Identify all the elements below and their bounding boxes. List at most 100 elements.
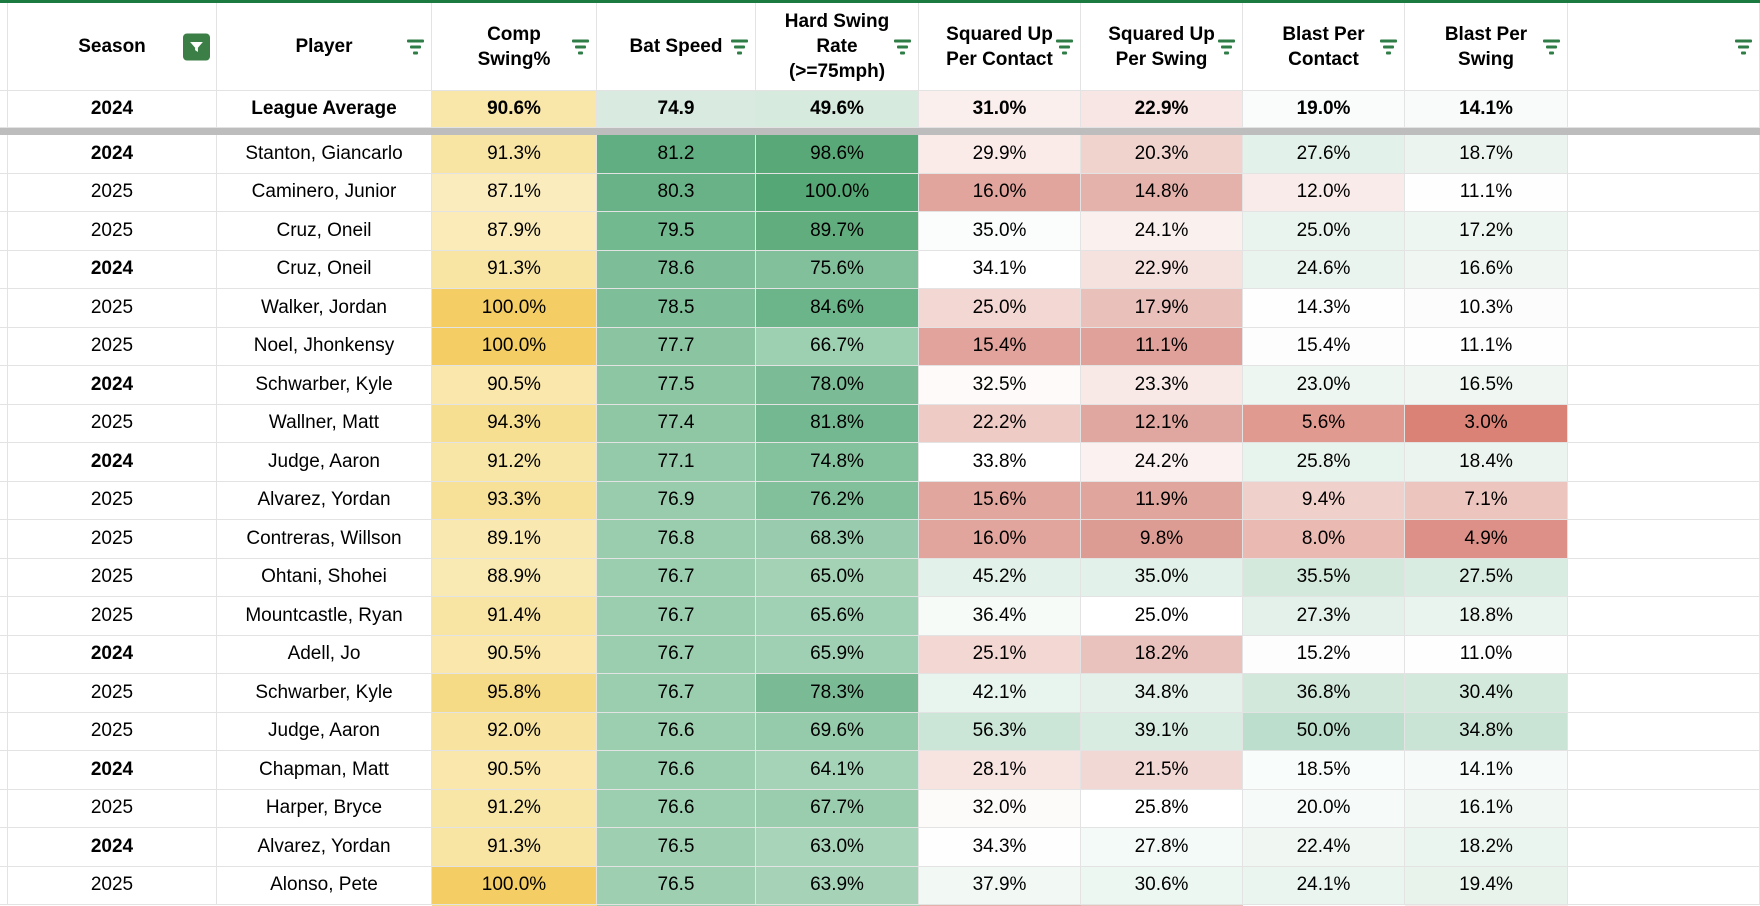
blast-per-swing-cell[interactable]: 34.8% bbox=[1405, 712, 1568, 751]
bat-speed-cell[interactable]: 76.8 bbox=[597, 520, 756, 559]
blast-per-contact-cell[interactable]: 25.8% bbox=[1243, 443, 1405, 482]
squared-up-per-contact-cell[interactable]: 32.5% bbox=[919, 366, 1081, 405]
column-header-blast-per-contact[interactable]: Blast Per Contact bbox=[1243, 3, 1405, 91]
column-header-comp-swing[interactable]: Comp Swing% bbox=[432, 3, 597, 91]
hard-swing-rate-cell[interactable]: 76.2% bbox=[756, 481, 919, 520]
blast-per-contact-cell[interactable]: 15.4% bbox=[1243, 327, 1405, 366]
extra-cell[interactable] bbox=[1568, 443, 1760, 482]
squared-up-per-swing-cell[interactable]: 11.1% bbox=[1081, 327, 1243, 366]
hard-swing-rate-cell[interactable]: 78.0% bbox=[756, 366, 919, 405]
squared-up-per-contact-cell[interactable]: 16.0% bbox=[919, 520, 1081, 559]
player-cell[interactable]: Ohtani, Shohei bbox=[217, 558, 432, 597]
bat-speed-cell[interactable]: 77.1 bbox=[597, 443, 756, 482]
squared-up-per-contact-cell[interactable]: 15.4% bbox=[919, 327, 1081, 366]
hard-swing-rate-cell[interactable]: 68.3% bbox=[756, 520, 919, 559]
blast-per-contact-cell[interactable]: 5.6% bbox=[1243, 404, 1405, 443]
extra-cell[interactable] bbox=[1568, 366, 1760, 405]
blast-per-swing-cell[interactable]: 3.0% bbox=[1405, 404, 1568, 443]
season-cell[interactable]: 2025 bbox=[8, 327, 217, 366]
squared-up-per-contact-cell[interactable]: 33.8% bbox=[919, 443, 1081, 482]
squared-up-per-contact-cell[interactable]: 56.3% bbox=[919, 712, 1081, 751]
bat-speed-cell[interactable]: 78.5 bbox=[597, 289, 756, 328]
hard-swing-rate-cell[interactable]: 84.6% bbox=[756, 289, 919, 328]
season-cell[interactable]: 2024 bbox=[8, 828, 217, 867]
active-filter-icon[interactable] bbox=[183, 33, 210, 60]
season-cell[interactable]: 2025 bbox=[8, 674, 217, 713]
extra-cell[interactable] bbox=[1568, 212, 1760, 251]
bat-speed-cell[interactable]: 76.6 bbox=[597, 712, 756, 751]
extra-cell[interactable] bbox=[1568, 751, 1760, 790]
blast-per-swing-cell[interactable]: 4.9% bbox=[1405, 520, 1568, 559]
hard-swing-rate-cell[interactable]: 63.9% bbox=[756, 866, 919, 905]
squared-up-per-contact-cell[interactable]: 42.1% bbox=[919, 674, 1081, 713]
season-cell[interactable]: 2025 bbox=[8, 597, 217, 636]
squared-up-per-contact-cell[interactable]: 35.0% bbox=[919, 212, 1081, 251]
comp-swing-cell[interactable]: 90.5% bbox=[432, 751, 597, 790]
hard-swing-rate-cell[interactable]: 89.7% bbox=[756, 212, 919, 251]
blast-per-swing-cell[interactable]: 11.0% bbox=[1405, 635, 1568, 674]
blast-per-swing-cell[interactable]: 18.7% bbox=[1405, 135, 1568, 174]
blast-per-swing-cell[interactable]: 30.4% bbox=[1405, 674, 1568, 713]
extra-cell[interactable] bbox=[1568, 635, 1760, 674]
blast-per-contact-cell[interactable]: 12.0% bbox=[1243, 173, 1405, 212]
season-cell[interactable]: 2025 bbox=[8, 866, 217, 905]
hard-swing-rate-cell[interactable]: 98.6% bbox=[756, 135, 919, 174]
blast-per-contact-cell[interactable]: 9.4% bbox=[1243, 481, 1405, 520]
blast-per-swing-cell[interactable]: 27.5% bbox=[1405, 558, 1568, 597]
blast-per-contact-cell[interactable]: 18.5% bbox=[1243, 751, 1405, 790]
extra-cell[interactable] bbox=[1568, 91, 1760, 128]
comp-swing-cell[interactable]: 90.5% bbox=[432, 366, 597, 405]
player-cell[interactable]: Mountcastle, Ryan bbox=[217, 597, 432, 636]
squared-up-per-swing-cell[interactable]: 24.1% bbox=[1081, 212, 1243, 251]
squared-up-per-contact-cell[interactable]: 25.1% bbox=[919, 635, 1081, 674]
player-cell[interactable]: Walker, Jordan bbox=[217, 289, 432, 328]
bat-speed-cell[interactable]: 79.5 bbox=[597, 212, 756, 251]
extra-cell[interactable] bbox=[1568, 828, 1760, 867]
player-cell[interactable]: Judge, Aaron bbox=[217, 443, 432, 482]
frozen-row-divider[interactable] bbox=[0, 128, 1760, 135]
comp-swing-cell[interactable]: 100.0% bbox=[432, 327, 597, 366]
comp-swing-cell[interactable]: 92.0% bbox=[432, 712, 597, 751]
squared-up-per-contact-cell[interactable]: 22.2% bbox=[919, 404, 1081, 443]
squared-up-per-swing-cell[interactable]: 23.3% bbox=[1081, 366, 1243, 405]
comp-swing-cell[interactable]: 89.1% bbox=[432, 520, 597, 559]
blast-per-swing-cell[interactable]: 14.1% bbox=[1405, 751, 1568, 790]
blast-per-contact-cell[interactable]: 27.3% bbox=[1243, 597, 1405, 636]
season-cell[interactable]: 2025 bbox=[8, 289, 217, 328]
hard-swing-rate-cell[interactable]: 65.9% bbox=[756, 635, 919, 674]
blast-per-contact-cell[interactable]: 14.3% bbox=[1243, 289, 1405, 328]
comp-swing-cell[interactable]: 91.3% bbox=[432, 250, 597, 289]
season-cell[interactable]: 2024 bbox=[8, 751, 217, 790]
player-cell[interactable]: League Average bbox=[217, 91, 432, 128]
blast-per-contact-cell[interactable]: 20.0% bbox=[1243, 789, 1405, 828]
column-header-blast-per-swing[interactable]: Blast Per Swing bbox=[1405, 3, 1568, 91]
blast-per-contact-cell[interactable]: 15.2% bbox=[1243, 635, 1405, 674]
season-cell[interactable]: 2024 bbox=[8, 91, 217, 128]
squared-up-per-contact-cell[interactable]: 34.3% bbox=[919, 828, 1081, 867]
extra-cell[interactable] bbox=[1568, 520, 1760, 559]
column-header-player[interactable]: Player bbox=[217, 3, 432, 91]
bat-speed-cell[interactable]: 77.7 bbox=[597, 327, 756, 366]
squared-up-per-contact-cell[interactable]: 28.1% bbox=[919, 751, 1081, 790]
player-cell[interactable]: Chapman, Matt bbox=[217, 751, 432, 790]
player-cell[interactable]: Schwarber, Kyle bbox=[217, 366, 432, 405]
extra-cell[interactable] bbox=[1568, 866, 1760, 905]
comp-swing-cell[interactable]: 94.3% bbox=[432, 404, 597, 443]
column-header-season[interactable]: Season bbox=[8, 3, 217, 91]
filter-icon[interactable] bbox=[1543, 39, 1560, 54]
season-cell[interactable]: 2025 bbox=[8, 173, 217, 212]
player-cell[interactable]: Alonso, Pete bbox=[217, 866, 432, 905]
blast-per-contact-cell[interactable]: 36.8% bbox=[1243, 674, 1405, 713]
extra-cell[interactable] bbox=[1568, 789, 1760, 828]
player-cell[interactable]: Alvarez, Yordan bbox=[217, 481, 432, 520]
bat-speed-cell[interactable]: 76.6 bbox=[597, 789, 756, 828]
blast-per-swing-cell[interactable]: 14.1% bbox=[1405, 91, 1568, 128]
column-header-extra[interactable] bbox=[1568, 3, 1760, 91]
bat-speed-cell[interactable]: 76.7 bbox=[597, 674, 756, 713]
extra-cell[interactable] bbox=[1568, 173, 1760, 212]
blast-per-swing-cell[interactable]: 16.1% bbox=[1405, 789, 1568, 828]
season-cell[interactable]: 2025 bbox=[8, 404, 217, 443]
column-header-bat-speed[interactable]: Bat Speed bbox=[597, 3, 756, 91]
blast-per-swing-cell[interactable]: 18.2% bbox=[1405, 828, 1568, 867]
hard-swing-rate-cell[interactable]: 78.3% bbox=[756, 674, 919, 713]
